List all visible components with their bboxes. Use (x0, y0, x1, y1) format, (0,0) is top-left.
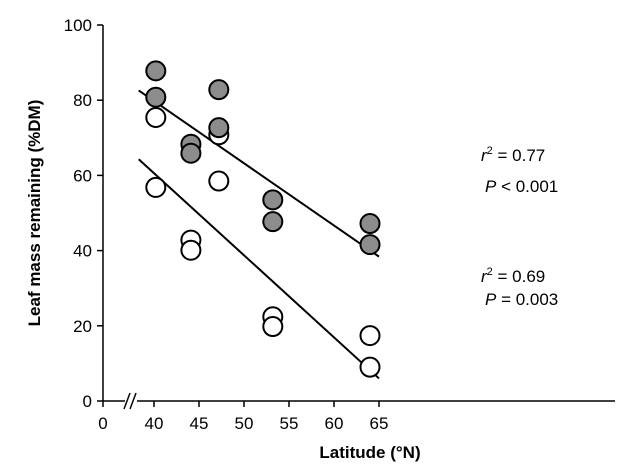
filled-point (180, 142, 202, 164)
filled-point (359, 234, 381, 256)
x-tick-label: 45 (190, 414, 209, 433)
open-point (208, 170, 230, 192)
x-tick-label: 50 (235, 414, 254, 433)
stats-annotation-top: r2 = 0.77 P < 0.001 (481, 145, 558, 196)
r-squared-label-bottom: r2 = 0.69 (481, 266, 545, 286)
y-tick-label: 80 (73, 91, 92, 110)
y-tick-label: 20 (73, 317, 92, 336)
stats-annotation-bottom: r2 = 0.69 P = 0.003 (481, 266, 558, 309)
x-axis-title: Latitude (°N) (319, 443, 420, 462)
x-tick-label: 0 (98, 414, 107, 433)
x-tick-label: 60 (325, 414, 344, 433)
open-point (145, 106, 167, 128)
regression-line (138, 158, 380, 380)
open-point (180, 239, 202, 261)
x-tick-label: 65 (370, 414, 389, 433)
p-value-label-top: P < 0.001 (485, 177, 558, 196)
p-value-label-bottom: P = 0.003 (485, 290, 558, 309)
r-squared-label-top: r2 = 0.77 (481, 145, 545, 165)
open-point (359, 325, 381, 347)
y-tick-label: 40 (73, 242, 92, 261)
x-tick-label: 55 (280, 414, 299, 433)
data-points (145, 60, 381, 378)
y-ticks: 0 20 40 60 80 100 (64, 16, 103, 411)
y-tick-label: 0 (83, 392, 92, 411)
y-tick-label: 60 (73, 166, 92, 185)
filled-point (262, 189, 284, 211)
filled-point (208, 79, 230, 101)
regression-lines (138, 89, 380, 380)
filled-point (262, 211, 284, 233)
open-point (145, 176, 167, 198)
filled-point (208, 117, 230, 139)
open-point (359, 356, 381, 378)
x-ticks: 0 40 45 50 55 60 65 (98, 401, 388, 433)
filled-point (145, 60, 167, 82)
filled-point (359, 213, 381, 235)
regression-line (138, 89, 380, 258)
open-point (262, 316, 284, 338)
x-axis-break (123, 392, 137, 410)
y-tick-label: 100 (64, 16, 92, 35)
y-axis-title: Leaf mass remaining (%DM) (25, 100, 44, 327)
filled-point (145, 86, 167, 108)
x-tick-label: 40 (145, 414, 164, 433)
